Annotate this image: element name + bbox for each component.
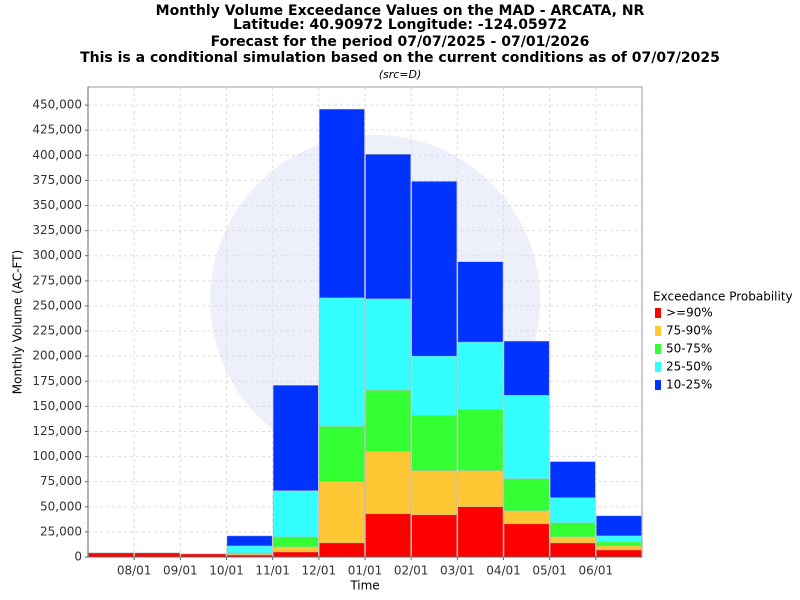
y-tick-label: 275,000 [32,273,82,287]
y-tick-label: 350,000 [32,198,82,212]
legend-swatch [655,326,661,336]
x-tick-label: 06/01 [579,564,614,578]
legend-swatch [655,362,661,372]
x-tick-label: 11/01 [255,564,290,578]
bar [411,514,458,558]
y-tick-label: 175,000 [32,374,82,388]
bar [596,549,642,558]
title-line: This is a conditional simulation based o… [80,50,720,66]
x-tick-label: 10/01 [209,564,244,578]
y-tick-label: 450,000 [32,98,82,112]
y-tick-label: 125,000 [32,424,82,438]
x-tick-label: 12/01 [302,564,337,578]
x-tick-label: 02/01 [394,564,429,578]
bar [503,523,550,558]
legend-label: >=90% [666,306,713,320]
y-tick-label: 250,000 [32,298,82,312]
y-tick-label: 25,000 [40,524,82,538]
title-line: Latitude: 40.90972 Longitude: -124.05972 [233,17,567,33]
legend-label: 50-75% [666,342,712,356]
bar [88,552,134,558]
chart-title: Monthly Volume Exceedance Values on the … [156,3,645,19]
legend-title: Exceedance Probability [653,290,793,304]
y-tick-label: 400,000 [32,148,82,162]
y-tick-label: 225,000 [32,324,82,338]
y-tick-label: 425,000 [32,123,82,137]
bar [272,551,319,558]
bar [319,542,365,558]
legend-label: 75-90% [666,324,712,338]
y-tick-label: 150,000 [32,399,82,413]
y-tick-label: 325,000 [32,223,82,237]
legend-swatch [655,380,661,390]
x-tick-label: 08/01 [117,564,152,578]
x-tick-label: 01/01 [348,564,383,578]
bar [365,513,411,558]
title-line: Forecast for the period 07/07/2025 - 07/… [211,34,590,50]
y-axis-label: Monthly Volume (AC-FT) [11,250,25,394]
y-tick-label: 75,000 [40,474,82,488]
x-tick-label: 04/01 [486,564,521,578]
subtitle: (src=D) [379,68,422,81]
x-tick-label: 05/01 [532,564,567,578]
bar [134,552,181,558]
y-tick-label: 50,000 [40,499,82,513]
legend-swatch [655,344,661,354]
bar [457,506,504,558]
y-tick-label: 200,000 [32,349,82,363]
y-tick-label: 300,000 [32,248,82,262]
x-axis-label: Time [349,579,379,593]
x-tick-label: 09/01 [163,564,198,578]
y-tick-label: 0 [74,550,82,564]
legend-swatch [655,308,661,318]
x-tick-label: 03/01 [440,564,475,578]
bar [549,542,596,558]
legend-label: 10-25% [666,378,712,392]
y-tick-label: 100,000 [32,449,82,463]
legend-label: 25-50% [666,360,712,374]
y-tick-label: 375,000 [32,173,82,187]
